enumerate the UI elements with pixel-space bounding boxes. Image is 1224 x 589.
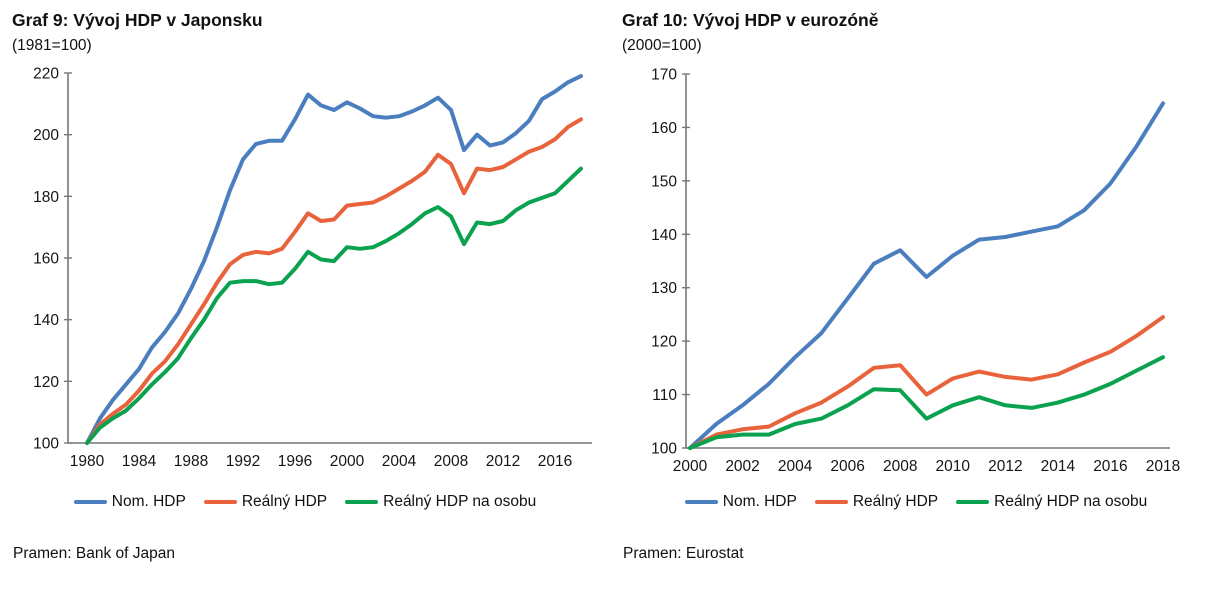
- realny-hdp-line: [688, 315, 1165, 450]
- x-tick-label: 2014: [1041, 458, 1076, 475]
- y-tick-label: 160: [651, 120, 677, 137]
- x-tick-label: 2012: [486, 453, 520, 470]
- x-tick-label: 2004: [382, 453, 417, 470]
- nom-hdp-line: [688, 101, 1165, 450]
- y-tick-label: 120: [651, 334, 677, 351]
- x-tick-label: 1984: [122, 453, 157, 470]
- legend-japan: Nom. HDP Reálný HDP Reálný HDP na osobu: [12, 493, 612, 511]
- y-tick-label: 180: [33, 189, 59, 206]
- y-tick-label: 140: [651, 227, 677, 244]
- realny-hdp-na-osobu-line: [85, 166, 583, 445]
- y-tick-label: 160: [33, 251, 59, 268]
- legend-item-realny-hdp: Reálný HDP: [203, 493, 328, 511]
- y-tick-label: 100: [651, 441, 677, 458]
- legend-line-swatch-realny-hdp-na-osobu: [345, 500, 379, 504]
- nom-hdp-line: [85, 74, 583, 445]
- source-note-eurozone: Pramen: Eurostat: [623, 545, 744, 562]
- x-tick-label: 2012: [988, 458, 1022, 475]
- chart-title-japan: Graf 9: Vývoj HDP v Japonsku: [12, 10, 263, 30]
- y-tick-label: 220: [33, 66, 59, 83]
- legend-label-realny-hdp: Reálný HDP: [852, 493, 939, 510]
- legend-line-swatch-nom-hdp: [73, 500, 107, 504]
- chart-title-eurozone: Graf 10: Vývoj HDP v eurozóně: [622, 10, 879, 30]
- x-tick-label: 2008: [434, 453, 468, 470]
- legend-line-swatch-realny-hdp: [814, 500, 848, 504]
- legend-label-nom-hdp: Nom. HDP: [722, 493, 797, 510]
- x-tick-label: 2004: [778, 458, 813, 475]
- legend-label-nom-hdp: Nom. HDP: [111, 493, 186, 510]
- realny-hdp-na-osobu-line: [688, 355, 1165, 450]
- x-tick-label: 1988: [174, 453, 208, 470]
- x-tick-label: 1996: [278, 453, 312, 470]
- x-tick-label: 2006: [830, 458, 864, 475]
- x-tick-label: 2002: [725, 458, 759, 475]
- line-chart-japan: 100 120 140 160 180 200 220 1980 1984 1988 1992 199…: [33, 66, 592, 470]
- legend-item-realny-hdp: Reálný HDP: [814, 493, 939, 511]
- line-chart-eurozone: 100 110 120 130 140 150 160 170 2000 2002 2004 2006…: [651, 67, 1180, 476]
- legend-item-realny-hdp-na-osobu: Reálný HDP na osobu: [345, 493, 536, 511]
- x-tick-label: 2016: [538, 453, 572, 470]
- figure-eurozone: Graf 10: Vývoj HDP v eurozóně (2000=100)…: [612, 0, 1224, 589]
- chart-subtitle-japan: (1981=100): [12, 37, 92, 54]
- realny-hdp-line: [85, 117, 583, 445]
- y-tick-label: 140: [33, 312, 59, 329]
- legend-item-realny-hdp-na-osobu: Reálný HDP na osobu: [956, 493, 1147, 511]
- x-tick-label: 2010: [936, 458, 971, 475]
- x-tick-label: 2000: [673, 458, 708, 475]
- source-note-japan: Pramen: Bank of Japan: [13, 545, 175, 562]
- legend-eurozone: Nom. HDP Reálný HDP Reálný HDP na osobu: [622, 493, 1224, 511]
- y-tick-label: 130: [651, 280, 677, 297]
- y-tick-label: 200: [33, 127, 59, 144]
- y-tick-label: 120: [33, 374, 59, 391]
- legend-item-nom-hdp: Nom. HDP: [73, 493, 186, 511]
- legend-item-nom-hdp: Nom. HDP: [684, 493, 797, 511]
- x-tick-label: 2016: [1093, 458, 1127, 475]
- y-tick-label: 150: [651, 173, 677, 190]
- x-tick-label: 2008: [883, 458, 917, 475]
- x-tick-label: 1992: [226, 453, 260, 470]
- legend-line-swatch-nom-hdp: [684, 500, 718, 504]
- legend-line-swatch-realny-hdp-na-osobu: [956, 500, 990, 504]
- x-tick-label: 2018: [1146, 458, 1180, 475]
- figure-japan: Graf 9: Vývoj HDP v Japonsku (1981=100) …: [12, 10, 612, 562]
- legend-line-swatch-realny-hdp: [203, 500, 237, 504]
- legend-label-realny-hdp: Reálný HDP: [241, 493, 328, 510]
- y-tick-label: 170: [651, 67, 677, 84]
- y-tick-label: 110: [652, 387, 677, 404]
- y-tick-label: 100: [33, 436, 59, 453]
- x-tick-label: 2000: [330, 453, 365, 470]
- x-tick-label: 1980: [70, 453, 105, 470]
- legend-label-realny-hdp-na-osobu: Reálný HDP na osobu: [383, 493, 537, 510]
- legend-label-realny-hdp-na-osobu: Reálný HDP na osobu: [994, 493, 1148, 510]
- chart-subtitle-eurozone: (2000=100): [622, 37, 702, 54]
